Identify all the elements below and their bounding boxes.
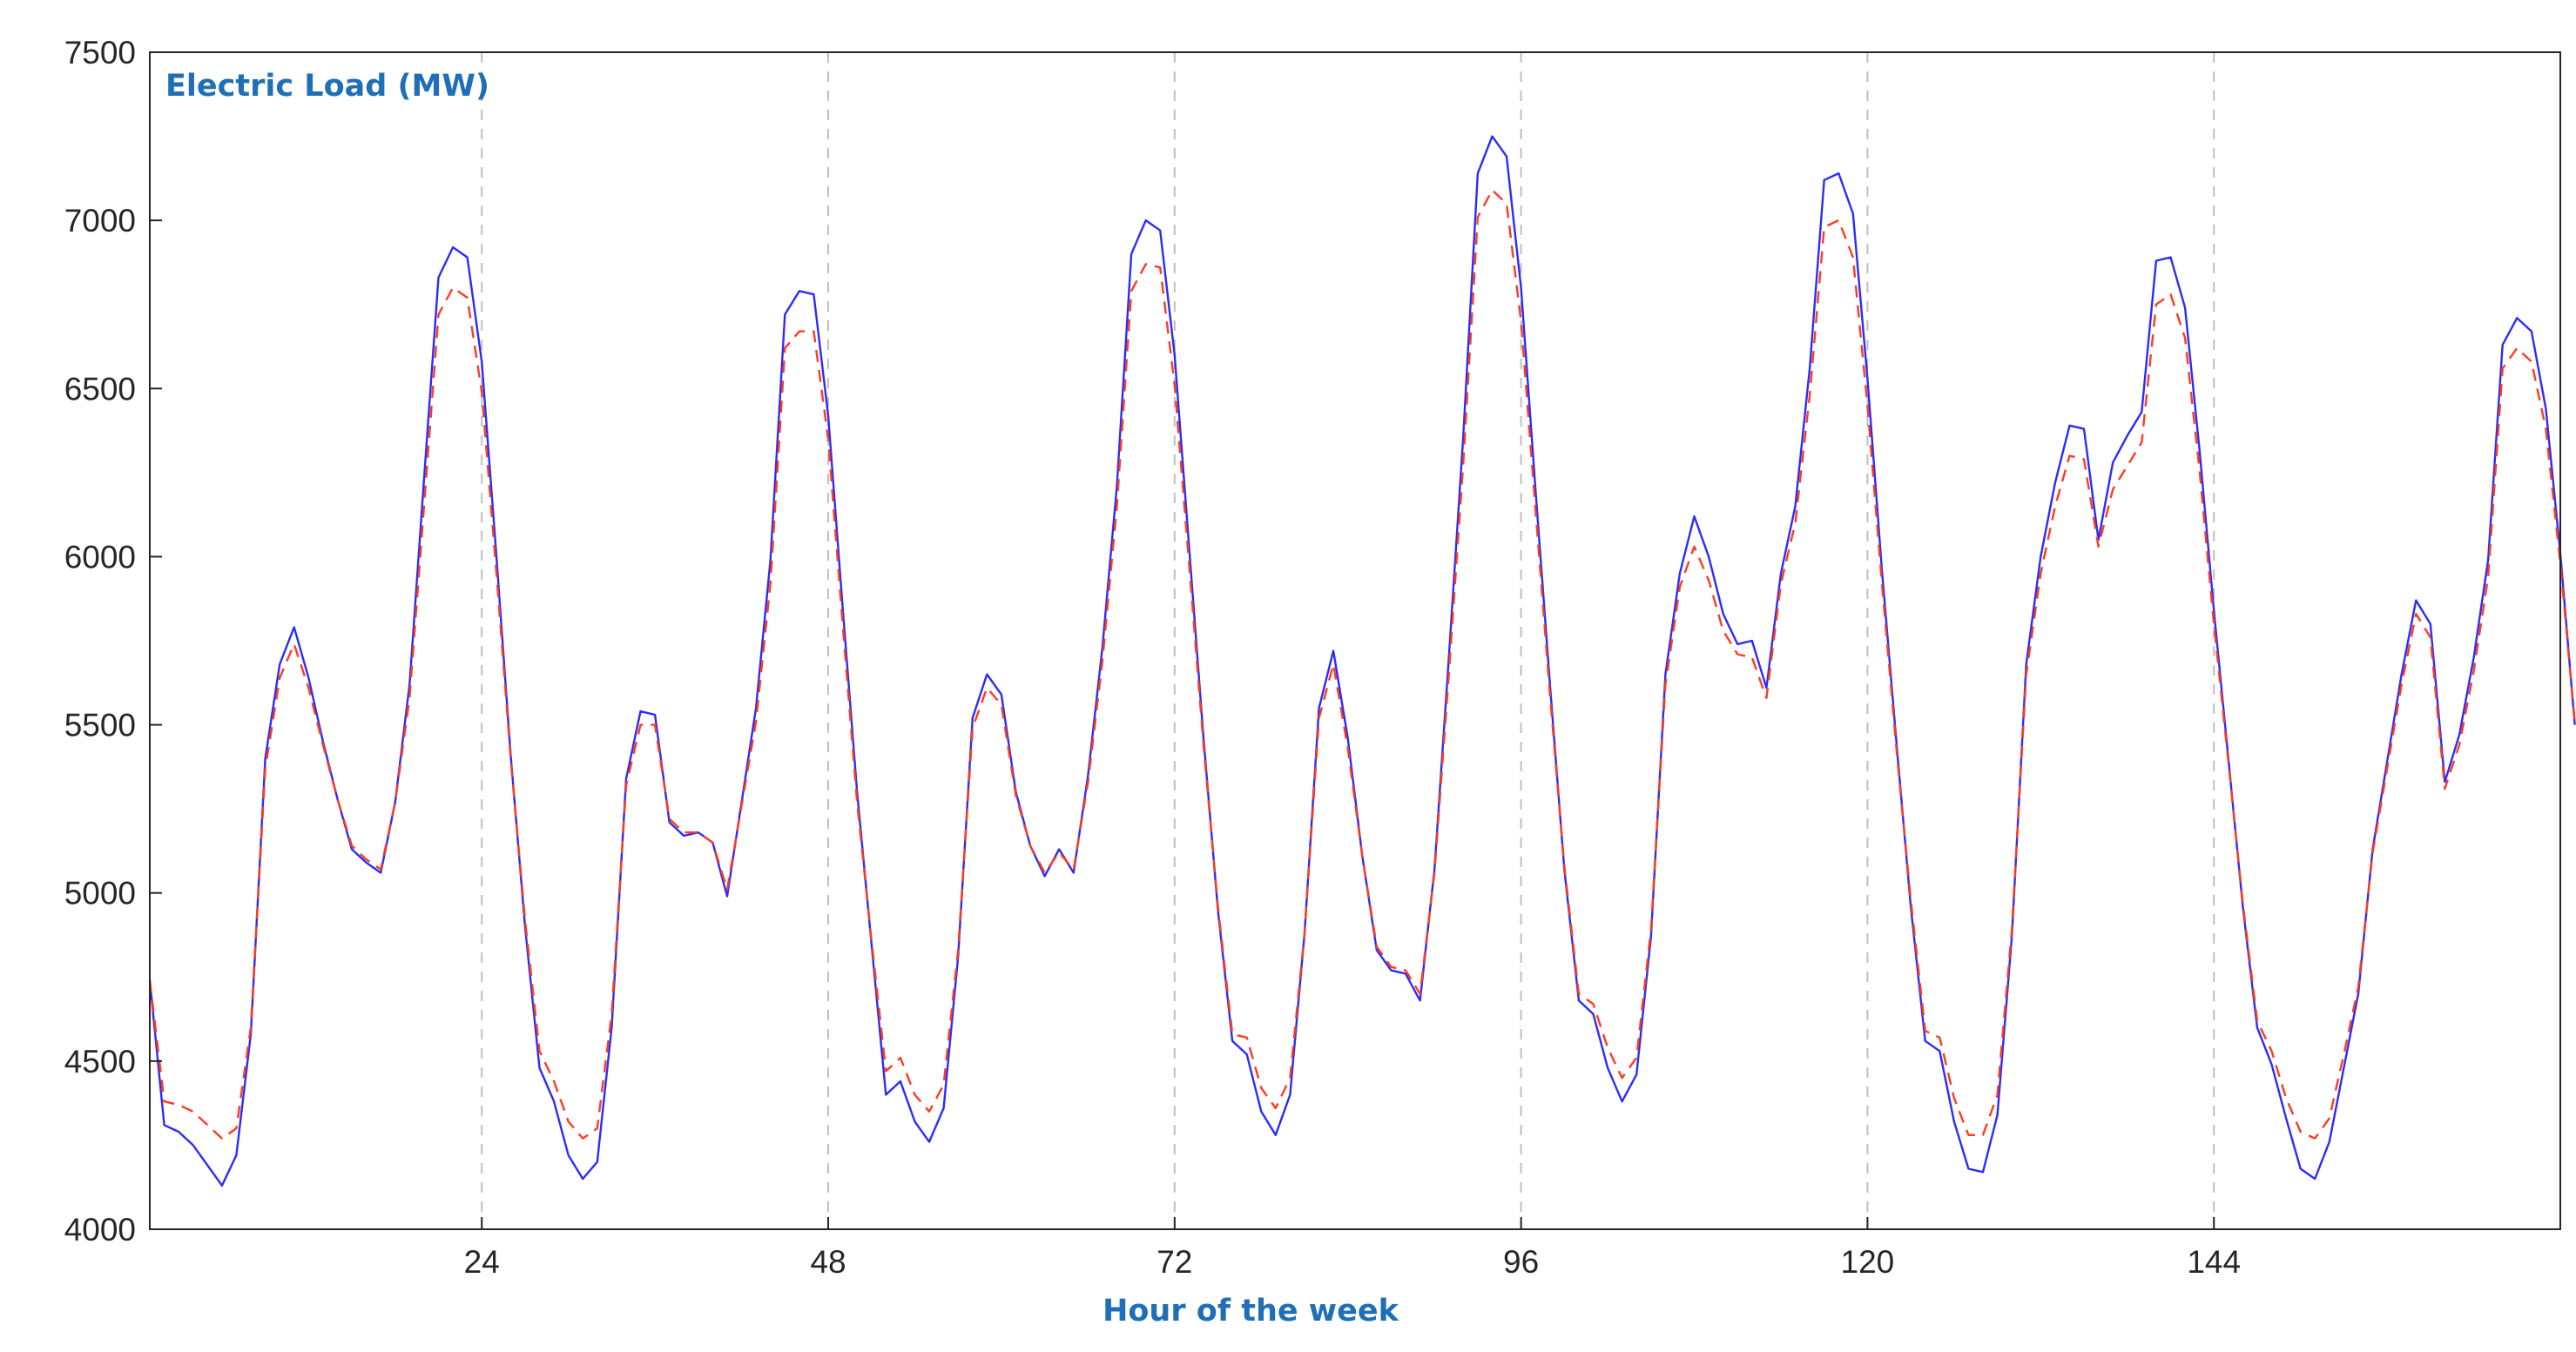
x-tick-label-72: 72	[1157, 1244, 1192, 1280]
y-tick-label-7500: 7500	[64, 35, 136, 71]
x-tick-label-48: 48	[810, 1244, 846, 1280]
x-tick-label-144: 144	[2187, 1244, 2241, 1280]
x-tick-label-120: 120	[1841, 1244, 1895, 1280]
y-tick-label-4500: 4500	[64, 1044, 136, 1080]
x-axis-title: Hour of the week	[1103, 1294, 1399, 1328]
y-tick-label-6000: 6000	[64, 539, 136, 575]
x-tick-label-24: 24	[464, 1244, 500, 1280]
grid-layer	[481, 52, 2215, 1229]
x-ticks: 24 48 72 96 120 144	[464, 1217, 2241, 1280]
y-tick-label-7000: 7000	[64, 203, 136, 239]
y-tick-label-5000: 5000	[64, 876, 136, 911]
y-tick-label-4000: 4000	[64, 1212, 136, 1248]
x-tick-label-96: 96	[1503, 1244, 1539, 1280]
y-ticks: 4000 4500 5000 5500 6000 6500 7000 7500	[64, 35, 162, 1248]
y-tick-label-5500: 5500	[64, 708, 136, 743]
y-tick-label-6500: 6500	[64, 371, 136, 407]
chart-title: Electric Load (MW)	[165, 69, 489, 104]
series-layer	[148, 135, 2576, 1187]
series-line-1-solid	[148, 135, 2576, 1187]
plot-area-frame	[149, 51, 2561, 1230]
series-line-2-dashed	[148, 189, 2576, 1140]
